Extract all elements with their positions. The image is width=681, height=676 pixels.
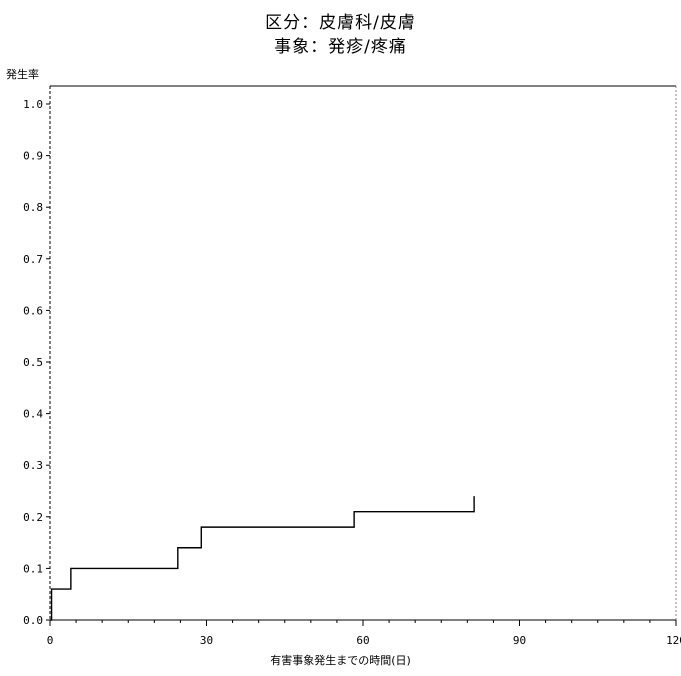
x-tick-label: 60 <box>356 634 369 647</box>
y-tick-label: 0.7 <box>23 253 43 266</box>
y-tick-label: 0.1 <box>23 562 43 575</box>
chart-title: 区分：皮膚科/皮膚 <box>265 13 416 33</box>
y-tick-label: 0.8 <box>23 201 43 214</box>
chart-subtitle: 事象：発疹/疼痛 <box>274 37 407 57</box>
x-tick-label: 0 <box>47 634 54 647</box>
y-tick-label: 0.9 <box>23 150 43 163</box>
x-tick-label: 90 <box>513 634 526 647</box>
series-line <box>50 496 475 621</box>
y-tick-label: 0.0 <box>23 614 43 627</box>
y-tick-label: 0.6 <box>23 304 43 317</box>
x-tick-label: 30 <box>200 634 213 647</box>
y-tick-label: 1.0 <box>23 98 43 111</box>
y-tick-label: 0.3 <box>23 459 43 472</box>
x-axis-label: 有害事象発生までの時間(日) <box>270 654 411 667</box>
y-tick-label: 0.5 <box>23 356 43 369</box>
y-tick-label: 0.2 <box>23 511 43 524</box>
x-tick-label: 120 <box>666 634 681 647</box>
y-axis-label: 発生率 <box>6 68 39 81</box>
y-tick-label: 0.4 <box>23 408 43 421</box>
